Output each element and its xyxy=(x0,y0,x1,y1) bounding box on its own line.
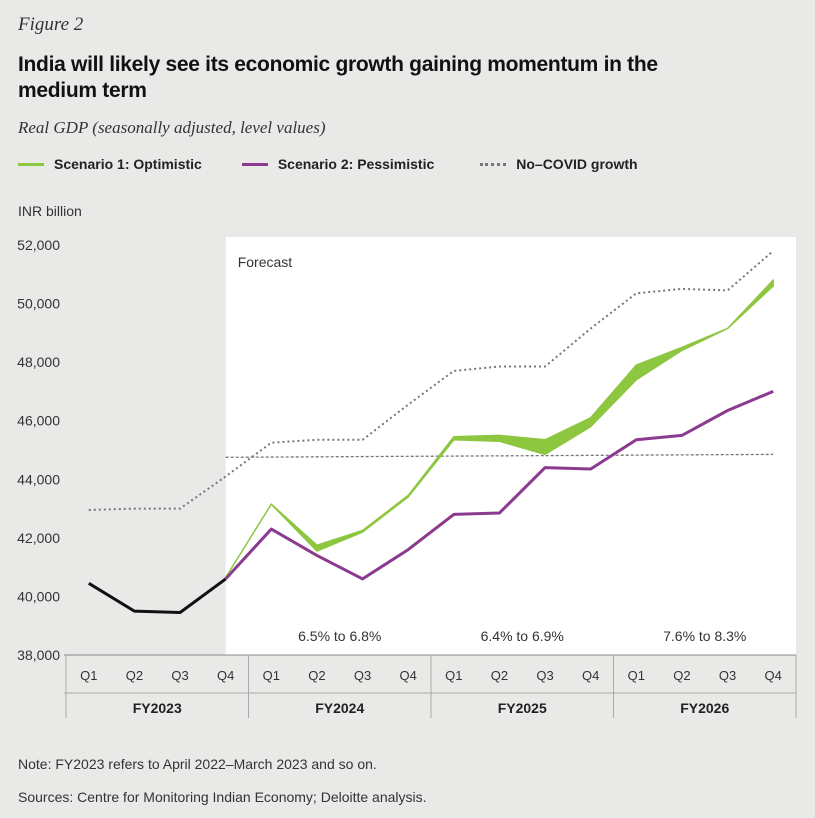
forecast-region xyxy=(225,237,796,655)
x-tick-label: Q1 xyxy=(445,668,462,683)
x-tick-label: Q3 xyxy=(536,668,553,683)
legend-swatch-pessimistic xyxy=(241,162,268,166)
optimistic-band xyxy=(224,279,774,579)
legend-label-no-covid: No–COVID growth xyxy=(516,156,638,172)
legend-swatch-optimistic xyxy=(18,162,44,166)
fy-label: FY2026 xyxy=(680,700,729,716)
forecast-label: Forecast xyxy=(238,254,293,270)
fy-label: FY2025 xyxy=(498,700,547,716)
x-tick-label: Q1 xyxy=(263,668,280,683)
legend-label-optimistic: Scenario 1: Optimistic xyxy=(54,156,202,172)
fy-label: FY2024 xyxy=(315,700,364,716)
x-tick-label: Q3 xyxy=(171,668,188,683)
growth-range-label: 7.6% to 8.3% xyxy=(663,628,746,644)
actual-gdp-line xyxy=(88,577,227,614)
growth-range-label: 6.5% to 6.8% xyxy=(298,628,381,644)
chart-subtitle: Real GDP (seasonally adjusted, level val… xyxy=(18,118,326,137)
y-tick-label: 42,000 xyxy=(17,530,60,546)
y-tick-label: 50,000 xyxy=(17,296,60,312)
x-tick-label: Q4 xyxy=(582,668,599,683)
x-tick-label: Q3 xyxy=(719,668,736,683)
legend-item-no-covid: No–COVID growth xyxy=(474,156,638,172)
y-tick-label: 44,000 xyxy=(17,471,60,487)
no-covid-growth-line xyxy=(88,250,774,511)
growth-range-label: 6.4% to 6.9% xyxy=(481,628,564,644)
chart-sources: Sources: Centre for Monitoring Indian Ec… xyxy=(18,789,427,805)
y-tick-label: 52,000 xyxy=(17,237,60,253)
no-covid-reference-line xyxy=(225,453,774,458)
x-tick-label: Q2 xyxy=(308,668,325,683)
x-tick-label: Q3 xyxy=(354,668,371,683)
x-tick-label: Q4 xyxy=(400,668,417,683)
fy-label: FY2023 xyxy=(133,700,182,716)
legend-label-pessimistic: Scenario 2: Pessimistic xyxy=(277,156,435,172)
figure-label: Figure 2 xyxy=(18,14,84,35)
legend-swatch-no-covid xyxy=(480,162,507,166)
x-tick-label: Q2 xyxy=(673,668,690,683)
pessimistic-line xyxy=(224,390,774,581)
chart-title: India will likely see its economic growt… xyxy=(18,53,658,102)
y-tick-label: 40,000 xyxy=(17,588,60,604)
y-tick-label: 46,000 xyxy=(17,413,60,429)
x-tick-label: Q2 xyxy=(126,668,143,683)
x-tick-label: Q4 xyxy=(765,668,782,683)
x-tick-label: Q4 xyxy=(217,668,234,683)
legend: Scenario 1: Optimistic Scenario 2: Pessi… xyxy=(18,153,678,175)
y-tick-label: 38,000 xyxy=(17,647,60,663)
gdp-line-chart: INR billion Forecast 38,000 40,000 42,000 44,… xyxy=(17,203,797,718)
x-tick-label: Q2 xyxy=(491,668,508,683)
chart-note: Note: FY2023 refers to April 2022–March … xyxy=(18,756,377,772)
x-tick-label: Q1 xyxy=(628,668,645,683)
y-axis-label: INR billion xyxy=(18,203,82,219)
legend-item-pessimistic: Scenario 2: Pessimistic xyxy=(241,156,435,172)
y-tick-label: 48,000 xyxy=(17,354,60,370)
legend-item-optimistic: Scenario 1: Optimistic xyxy=(18,156,202,172)
x-tick-label: Q1 xyxy=(80,668,97,683)
